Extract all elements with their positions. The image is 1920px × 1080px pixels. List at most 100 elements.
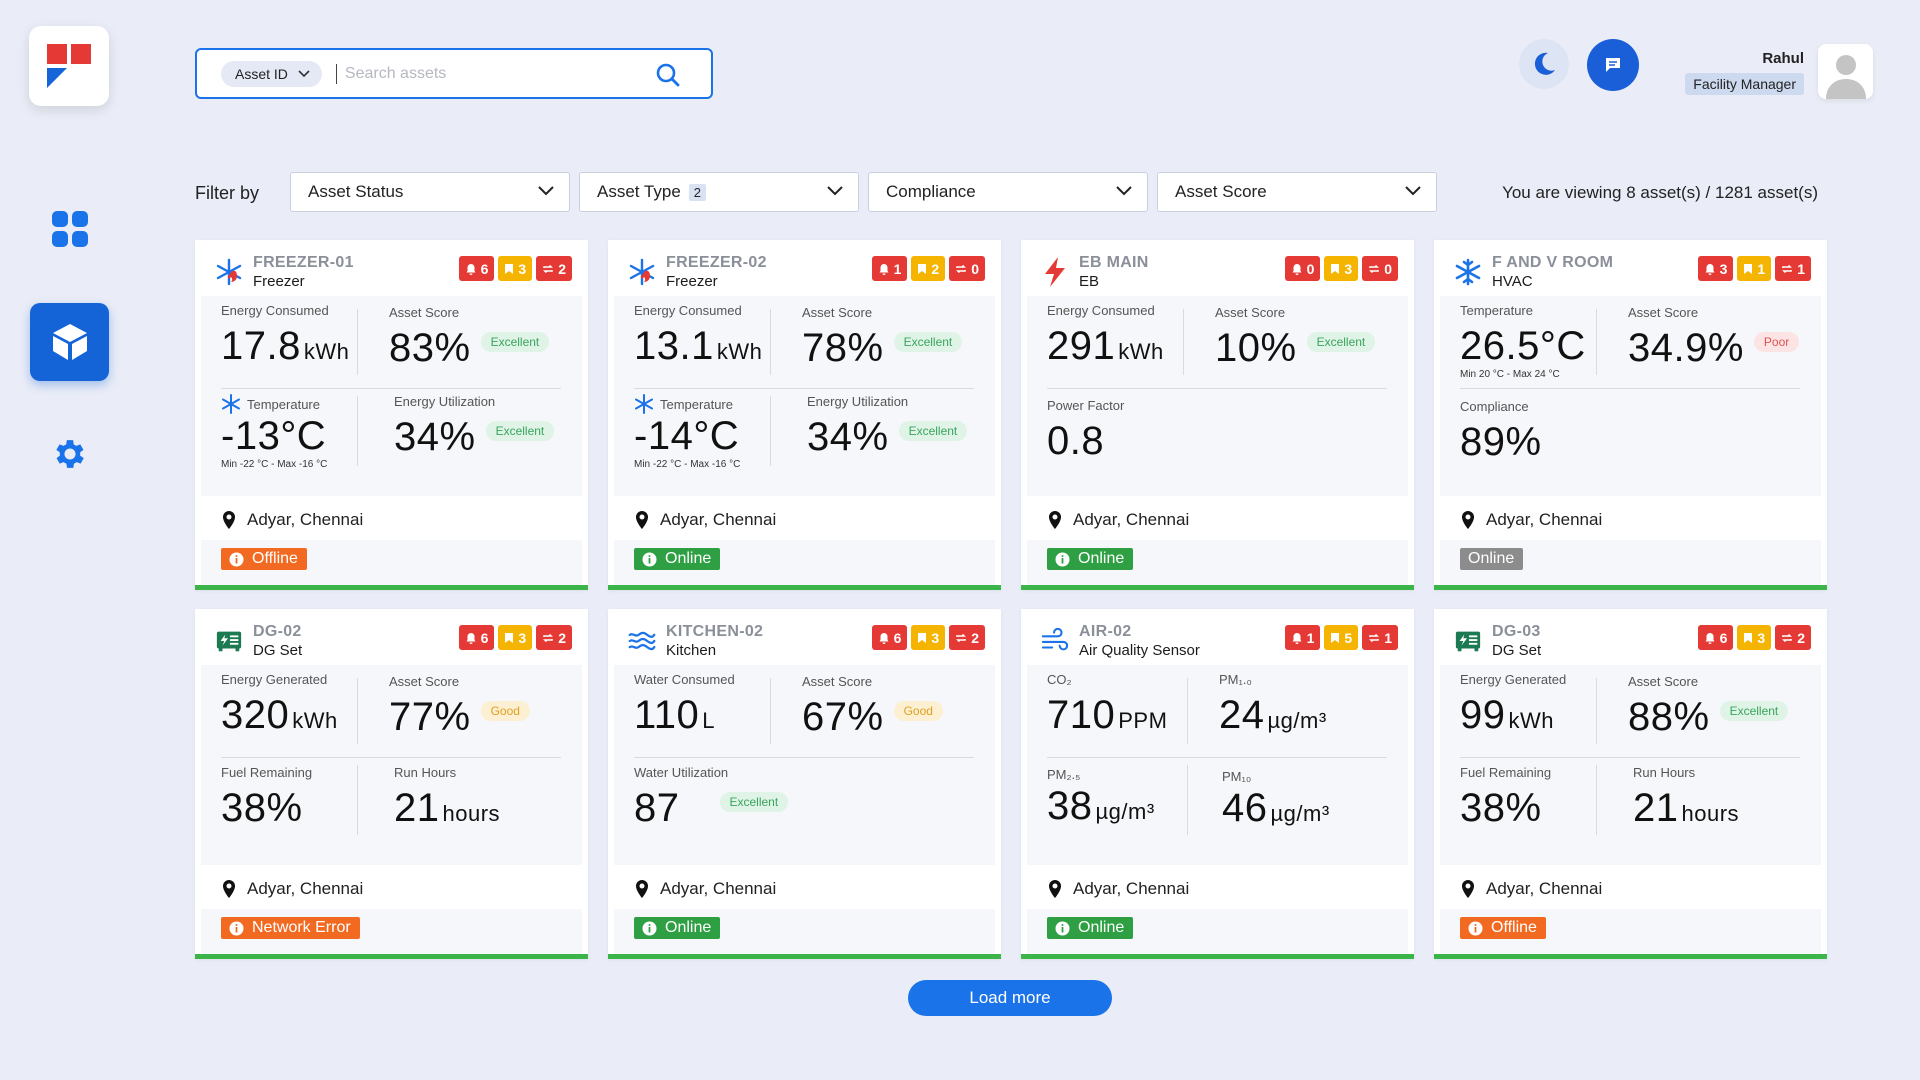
bell-icon: [879, 263, 889, 275]
nav-settings[interactable]: [30, 415, 109, 493]
metric-asset-score: Asset Score 78% Excellent: [802, 305, 963, 371]
asset-card[interactable]: FREEZER-01 Freezer 6 3 2 Energy Consumed…: [195, 240, 588, 590]
map-pin-icon: [1462, 880, 1474, 898]
asset-type: Freezer: [666, 273, 718, 290]
sync-count-badge[interactable]: 2: [536, 625, 572, 650]
alarm-count-badge[interactable]: 3: [1697, 256, 1734, 281]
moon-icon: [1534, 52, 1555, 75]
asset-type: HVAC: [1492, 273, 1533, 290]
asset-id: DG-02: [253, 623, 302, 640]
ticket-count-badge[interactable]: 3: [1737, 625, 1772, 650]
search-button[interactable]: [655, 62, 681, 93]
sync-count-badge[interactable]: 1: [1362, 625, 1398, 650]
filter-asset-status[interactable]: Asset Status: [290, 172, 570, 212]
asset-card[interactable]: DG-02 DG Set 6 3 2 Energy Generated 320 k…: [195, 609, 588, 959]
chevron-down-icon: [827, 186, 843, 196]
sync-count-badge[interactable]: 1: [1775, 256, 1811, 281]
repeat-icon: [1782, 264, 1793, 273]
sync-count: 2: [971, 629, 979, 646]
logo-icon: [47, 44, 91, 88]
metric-asset-score: Asset Score 88% Excellent: [1628, 674, 1789, 740]
messages-button[interactable]: [1587, 39, 1639, 91]
alarm-count-badge[interactable]: 6: [458, 256, 495, 281]
chevron-down-icon: [1116, 186, 1132, 196]
alarm-count-badge[interactable]: 0: [1284, 256, 1321, 281]
sync-count-badge[interactable]: 2: [536, 256, 572, 281]
metric-asset-score: Asset Score 10% Excellent: [1215, 305, 1376, 371]
ticket-count: 3: [1757, 629, 1766, 646]
filter-asset-score[interactable]: Asset Score: [1157, 172, 1437, 212]
score-pill: Excellent: [1719, 701, 1789, 722]
alarm-count: 3: [1719, 260, 1728, 277]
alarm-count: 1: [893, 260, 902, 277]
nav-dashboard[interactable]: [30, 190, 109, 268]
status-badge[interactable]: Offline: [1460, 917, 1546, 939]
status-badge[interactable]: Network Error: [221, 917, 360, 939]
ticket-count-badge[interactable]: 2: [911, 256, 946, 281]
alarm-count: 1: [1306, 629, 1315, 646]
status-badge[interactable]: Online: [1047, 548, 1134, 570]
sync-count-badge[interactable]: 0: [1362, 256, 1398, 281]
score-pill: Excellent: [480, 332, 550, 353]
metric-energy-consumed: Energy Consumed 13.1 kWh: [634, 303, 763, 368]
dark-mode-toggle[interactable]: [1519, 39, 1569, 89]
repeat-icon: [956, 264, 967, 273]
location: Adyar, Chennai: [1460, 879, 1602, 899]
metric-power-factor: Power Factor 0.8: [1047, 398, 1125, 463]
sync-count: 0: [1384, 260, 1392, 277]
filter-compliance[interactable]: Compliance: [868, 172, 1148, 212]
asset-card[interactable]: EB MAIN EB 0 3 0 Energy Consumed 291 kWh …: [1021, 240, 1414, 590]
ticket-count-badge[interactable]: 5: [1324, 625, 1359, 650]
info-icon: [642, 552, 657, 566]
metric-pm1: PM₁.₀ 24 µg/m³: [1219, 672, 1327, 737]
user-role-badge: Facility Manager: [1685, 73, 1804, 95]
sync-count-badge[interactable]: 0: [949, 256, 985, 281]
score-pill: Excellent: [893, 332, 963, 353]
map-pin-icon: [223, 511, 235, 529]
metric-co2: CO₂ 710 PPM: [1047, 672, 1168, 737]
alarm-count: 0: [1306, 260, 1315, 277]
filter-count-badge: 2: [688, 183, 707, 201]
alarm-count-badge[interactable]: 6: [871, 625, 908, 650]
metric-fuel-remaining: Fuel Remaining 38%: [221, 765, 313, 830]
ticket-count-badge[interactable]: 1: [1737, 256, 1772, 281]
status-badge[interactable]: Online: [634, 917, 721, 939]
sync-count-badge[interactable]: 2: [949, 625, 985, 650]
avatar[interactable]: [1818, 44, 1873, 99]
ticket-count-badge[interactable]: 3: [498, 256, 533, 281]
asset-card[interactable]: KITCHEN-02 Kitchen 6 3 2 Water Consumed …: [608, 609, 1001, 959]
cube-icon: [52, 324, 87, 360]
status-badge[interactable]: Offline: [221, 548, 307, 570]
app-logo[interactable]: [29, 26, 109, 106]
asset-card[interactable]: DG-03 DG Set 6 3 2 Energy Generated 99 kW…: [1434, 609, 1827, 959]
ticket-count-badge[interactable]: 3: [911, 625, 946, 650]
metric-pm10: PM₁₀ 46 µg/m³: [1222, 769, 1330, 830]
filter-asset-type[interactable]: Asset Type 2: [579, 172, 859, 212]
alarm-count-badge[interactable]: 6: [1697, 625, 1734, 650]
status-badge[interactable]: Online: [1047, 917, 1134, 939]
alarm-count-badge[interactable]: 6: [458, 625, 495, 650]
asset-id: FREEZER-02: [666, 254, 767, 271]
sync-count-badge[interactable]: 2: [1775, 625, 1811, 650]
ticket-count-badge[interactable]: 3: [1324, 256, 1359, 281]
snowflake-icon: [1454, 258, 1482, 286]
search-input[interactable]: [335, 63, 636, 84]
filter-label-text: Compliance: [886, 182, 976, 201]
load-more-button[interactable]: Load more: [908, 980, 1112, 1016]
ticket-count: 1: [1757, 260, 1766, 277]
alarm-count-badge[interactable]: 1: [1284, 625, 1321, 650]
status-badge[interactable]: Online: [634, 548, 721, 570]
ticket-count: 3: [1344, 260, 1353, 277]
ticket-count-badge[interactable]: 3: [498, 625, 533, 650]
sync-count: 1: [1384, 629, 1392, 646]
asset-card[interactable]: FREEZER-02 Freezer 1 2 0 Energy Consumed…: [608, 240, 1001, 590]
asset-card[interactable]: F AND V ROOM HVAC 3 1 1 Temperature 26.5…: [1434, 240, 1827, 590]
temperature-range: Min -22 °C - Max -16 °C: [634, 459, 741, 470]
status-badge[interactable]: Online: [1460, 548, 1524, 570]
metric-asset-score: Asset Score 77% Good: [389, 674, 530, 740]
search-type-dropdown[interactable]: Asset ID: [221, 60, 322, 87]
metric-temperature: Temperature -13°C Min -22 °C - Max -16 °…: [221, 394, 327, 470]
nav-assets[interactable]: [30, 303, 109, 381]
alarm-count-badge[interactable]: 1: [871, 256, 908, 281]
asset-card[interactable]: AIR-02 Air Quality Sensor 1 5 1 CO₂ 710 P…: [1021, 609, 1414, 959]
